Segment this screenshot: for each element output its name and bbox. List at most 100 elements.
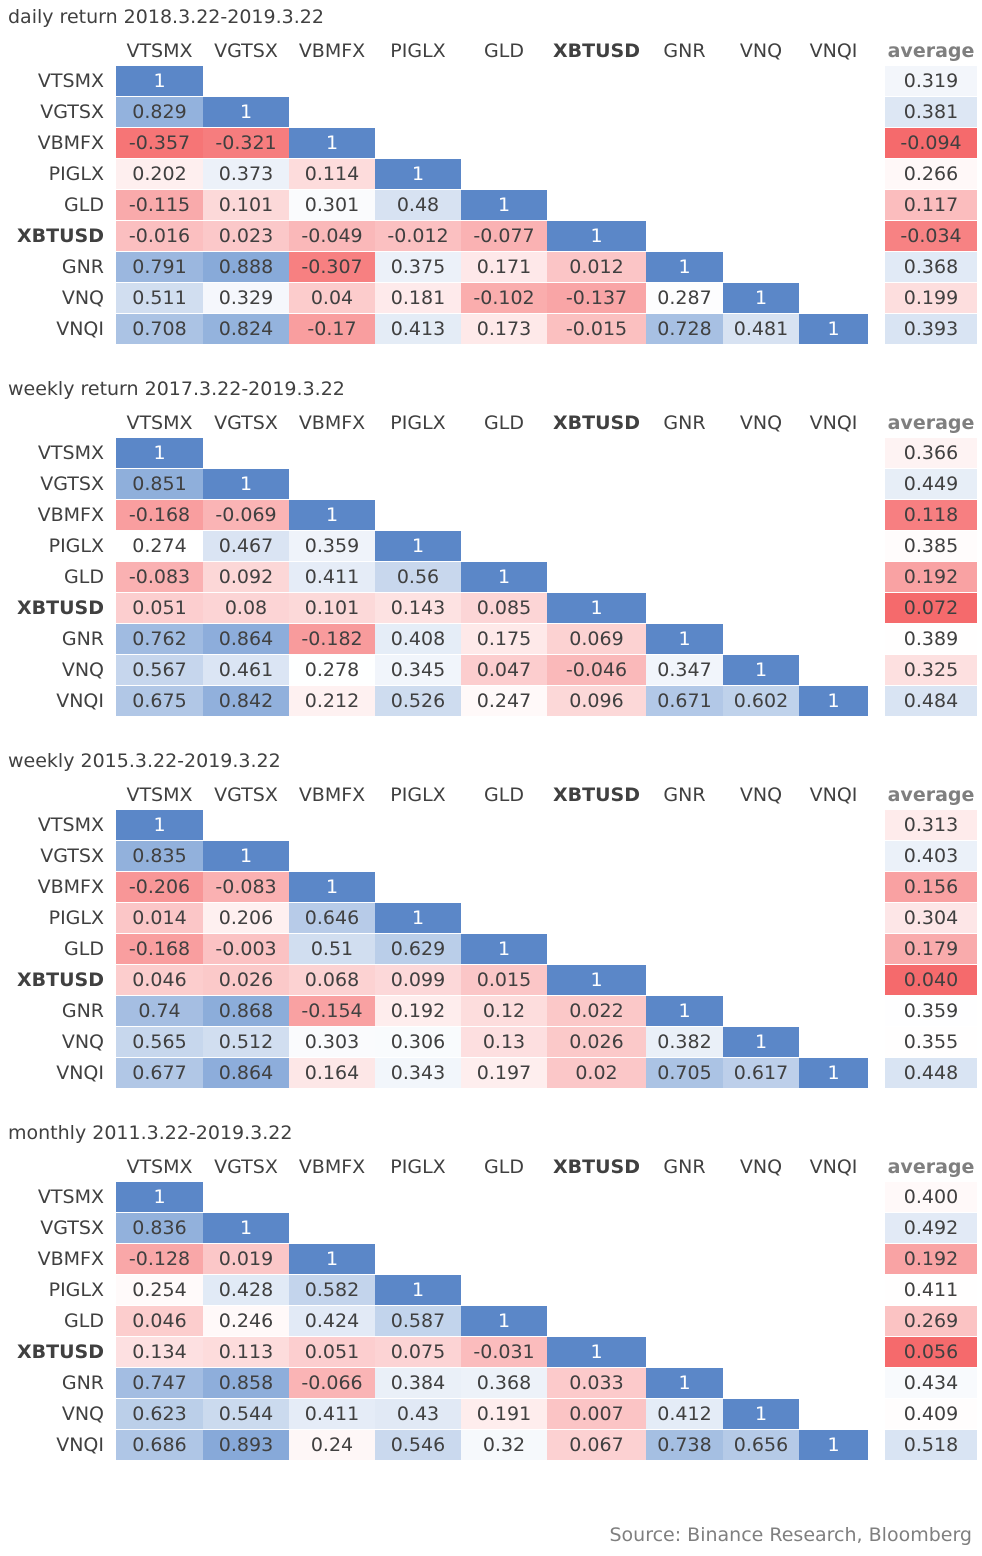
heatmap-cell-diagonal: 1 xyxy=(723,1027,799,1057)
row-header: VNQI xyxy=(56,1434,104,1456)
row-header: XBTUSD xyxy=(17,1341,104,1363)
heatmap-cell: 0.274 xyxy=(116,531,203,561)
heatmap-cell: 0.329 xyxy=(203,283,289,313)
heatmap-cell: 0.345 xyxy=(375,655,461,685)
column-header: VNQ xyxy=(739,412,783,434)
average-cell: 0.389 xyxy=(885,624,977,654)
average-cell: -0.034 xyxy=(885,221,977,251)
average-cell: 0.179 xyxy=(885,934,977,964)
column-header: XBTUSD xyxy=(553,412,640,434)
heatmap-cell: -0.012 xyxy=(375,221,461,251)
heatmap-cell: 0.677 xyxy=(116,1058,203,1088)
heatmap-cell: 0.375 xyxy=(375,252,461,282)
column-header: GLD xyxy=(484,40,524,62)
heatmap-cell: 0.13 xyxy=(461,1027,547,1057)
average-cell: 0.118 xyxy=(885,500,977,530)
heatmap-cell: 0.359 xyxy=(289,531,375,561)
average-header: average xyxy=(887,1156,975,1178)
column-header: PIGLX xyxy=(390,784,446,806)
heatmap-cell-diagonal: 1 xyxy=(646,252,723,282)
heatmap-cell: 0.623 xyxy=(116,1399,203,1429)
column-header: VTSMX xyxy=(126,40,193,62)
row-header: GNR xyxy=(61,256,104,278)
heatmap-cell: 0.033 xyxy=(547,1368,646,1398)
heatmap-cell: 0.835 xyxy=(116,841,203,871)
heatmap-cell: 0.602 xyxy=(723,686,799,716)
row-header: PIGLX xyxy=(48,163,104,185)
heatmap-cell: -0.307 xyxy=(289,252,375,282)
heatmap-title: daily return 2018.3.22-2019.3.22 xyxy=(8,6,324,28)
average-cell: 0.368 xyxy=(885,252,977,282)
heatmap-cell: 0.068 xyxy=(289,965,375,995)
heatmap-cell-diagonal: 1 xyxy=(203,97,289,127)
heatmap-cell: -0.066 xyxy=(289,1368,375,1398)
row-header: GLD xyxy=(64,566,104,588)
average-cell: 0.434 xyxy=(885,1368,977,1398)
heatmap-cell: 0.587 xyxy=(375,1306,461,1336)
heatmap-cell: 0.408 xyxy=(375,624,461,654)
heatmap-cell: 0.092 xyxy=(203,562,289,592)
heatmap-cell: 0.069 xyxy=(547,624,646,654)
average-cell: 0.266 xyxy=(885,159,977,189)
heatmap-cell: 0.022 xyxy=(547,996,646,1026)
row-header: GNR xyxy=(61,1372,104,1394)
average-cell: 0.484 xyxy=(885,686,977,716)
heatmap-cell: 0.646 xyxy=(289,903,375,933)
heatmap-cell-diagonal: 1 xyxy=(646,624,723,654)
heatmap-cell: 0.246 xyxy=(203,1306,289,1336)
heatmap-cell: -0.069 xyxy=(203,500,289,530)
heatmap-cell: 0.461 xyxy=(203,655,289,685)
heatmap-cell: 0.32 xyxy=(461,1430,547,1460)
heatmap-cell: 0.728 xyxy=(646,314,723,344)
heatmap-cell-diagonal: 1 xyxy=(799,1058,868,1088)
heatmap-cell: 0.851 xyxy=(116,469,203,499)
heatmap-cell: 0.278 xyxy=(289,655,375,685)
row-header: VBMFX xyxy=(37,132,104,154)
heatmap-cell: -0.016 xyxy=(116,221,203,251)
average-cell: 0.448 xyxy=(885,1058,977,1088)
column-header: PIGLX xyxy=(390,1156,446,1178)
heatmap-cell: 0.546 xyxy=(375,1430,461,1460)
heatmap-cell: 0.382 xyxy=(646,1027,723,1057)
heatmap-cell: 0.824 xyxy=(203,314,289,344)
column-header: GLD xyxy=(484,1156,524,1178)
average-cell: 0.319 xyxy=(885,66,977,96)
column-header: GNR xyxy=(663,1156,706,1178)
heatmap-cell: 0.173 xyxy=(461,314,547,344)
heatmap-cell-diagonal: 1 xyxy=(116,810,203,840)
heatmap-cell: 0.007 xyxy=(547,1399,646,1429)
heatmap-cell: 0.113 xyxy=(203,1337,289,1367)
heatmap-block-4: monthly 2011.3.22-2019.3.22 VTSMX VGTSX VBM… xyxy=(0,1122,982,1461)
row-header: VBMFX xyxy=(37,876,104,898)
heatmap-cell: 0.023 xyxy=(203,221,289,251)
heatmap-cell: 0.343 xyxy=(375,1058,461,1088)
row-header: VNQI xyxy=(56,318,104,340)
average-cell: 0.117 xyxy=(885,190,977,220)
heatmap-cell-diagonal: 1 xyxy=(547,221,646,251)
heatmap-cell: 0.303 xyxy=(289,1027,375,1057)
heatmap-cell: 0.582 xyxy=(289,1275,375,1305)
heatmap-cell-diagonal: 1 xyxy=(289,1244,375,1274)
row-header: VTSMX xyxy=(37,1186,104,1208)
heatmap-cell-diagonal: 1 xyxy=(547,965,646,995)
heatmap-cell: 0.287 xyxy=(646,283,723,313)
column-header: VGTSX xyxy=(214,784,278,806)
column-header: VBMFX xyxy=(298,784,366,806)
heatmap-cell: -0.137 xyxy=(547,283,646,313)
heatmap-cell: 0.893 xyxy=(203,1430,289,1460)
average-cell: 0.403 xyxy=(885,841,977,871)
heatmap-cell: 0.368 xyxy=(461,1368,547,1398)
heatmap-cell-diagonal: 1 xyxy=(375,531,461,561)
column-header: VNQ xyxy=(739,40,783,62)
average-cell: 0.393 xyxy=(885,314,977,344)
heatmap-cell: 0.708 xyxy=(116,314,203,344)
heatmap-cell: 0.247 xyxy=(461,686,547,716)
heatmap-cell-diagonal: 1 xyxy=(289,128,375,158)
row-header: VNQ xyxy=(61,1403,104,1425)
heatmap-title: weekly return 2017.3.22-2019.3.22 xyxy=(8,378,345,400)
heatmap-cell: 0.747 xyxy=(116,1368,203,1398)
average-cell: 0.355 xyxy=(885,1027,977,1057)
row-header: GLD xyxy=(64,1310,104,1332)
heatmap-cell: 0.842 xyxy=(203,686,289,716)
